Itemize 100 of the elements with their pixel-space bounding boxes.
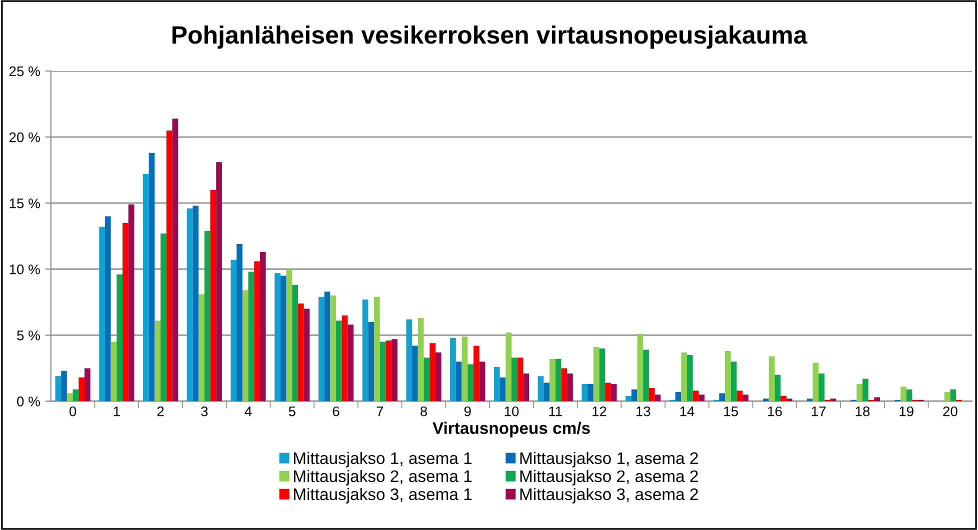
bar — [567, 373, 573, 402]
bar — [462, 336, 468, 402]
bar — [424, 358, 430, 402]
bar — [500, 377, 506, 402]
bar — [818, 373, 824, 402]
bar — [561, 368, 568, 402]
y-tick-label: 10 % — [10, 264, 40, 274]
bar — [128, 204, 134, 402]
bar — [260, 252, 266, 402]
legend-label: Mittausjakso 1, asema 1 — [294, 452, 472, 468]
bar — [780, 396, 786, 402]
x-tick-label: 13 — [636, 406, 650, 416]
bar — [84, 368, 90, 402]
legend-label: Mittausjakso 1, asema 2 — [520, 452, 698, 468]
bar — [154, 320, 161, 402]
bar — [110, 342, 117, 402]
bar — [538, 376, 544, 402]
bar — [582, 384, 588, 402]
bar — [104, 216, 111, 402]
x-tick-label: 6 — [332, 406, 340, 416]
bar — [78, 377, 84, 402]
bar — [418, 318, 424, 402]
x-tick-label: 18 — [856, 406, 870, 416]
bar — [550, 358, 556, 402]
bar — [686, 354, 693, 402]
y-tick-label: 25 % — [9, 66, 40, 76]
bar — [392, 339, 398, 402]
bar — [692, 390, 699, 402]
bar — [900, 386, 906, 402]
bar — [605, 382, 611, 402]
bar — [362, 300, 368, 402]
bar — [186, 208, 193, 402]
bar — [856, 384, 862, 402]
x-tick-label: 7 — [376, 406, 384, 416]
x-tick-label: 3 — [201, 406, 208, 416]
bar — [336, 320, 342, 402]
bar — [812, 362, 819, 402]
bar — [304, 308, 310, 402]
bar — [230, 260, 237, 402]
bar — [435, 352, 442, 402]
legend-label: Mittausjakso 3, asema 1 — [294, 488, 472, 504]
bar — [116, 274, 123, 402]
bar — [456, 362, 462, 402]
bar — [198, 294, 204, 402]
bar — [654, 394, 661, 402]
bar — [450, 338, 456, 402]
x-tick-label: 17 — [812, 406, 826, 416]
bar — [380, 342, 386, 402]
chart-title: Pohjanläheisen vesikerroksen virtausnopeusjakauma — [172, 25, 808, 49]
bar — [216, 162, 222, 402]
bar — [736, 390, 743, 402]
bar — [342, 315, 348, 402]
bar — [412, 346, 418, 402]
bar — [473, 346, 480, 402]
bar — [280, 276, 286, 402]
bar — [468, 364, 474, 402]
bar — [142, 174, 149, 402]
bar — [254, 261, 260, 402]
bar — [386, 340, 392, 402]
bar — [324, 292, 330, 402]
bar — [786, 398, 792, 402]
x-tick-label: 19 — [900, 406, 914, 416]
bar — [730, 362, 737, 402]
bar — [148, 152, 155, 402]
bar — [479, 362, 486, 402]
bar — [274, 273, 280, 402]
y-tick-label: 15 % — [10, 198, 40, 208]
bar — [742, 394, 748, 402]
bar — [593, 347, 600, 402]
bar — [544, 382, 550, 402]
legend-label: Mittausjakso 3, asema 2 — [520, 488, 698, 504]
bar — [166, 130, 172, 402]
bar — [950, 389, 956, 402]
bar — [122, 222, 128, 402]
x-tick-label: 4 — [244, 406, 252, 416]
bar — [555, 358, 562, 402]
bar — [286, 269, 292, 402]
bar — [99, 226, 105, 402]
bar — [210, 190, 216, 402]
x-tick-label: 8 — [420, 406, 428, 416]
bar — [374, 296, 380, 402]
x-tick-label: 5 — [288, 406, 296, 416]
bar — [511, 358, 518, 402]
bar — [906, 389, 912, 402]
bar — [298, 303, 304, 402]
bar — [637, 334, 644, 402]
bar — [236, 244, 242, 402]
y-tick-label: 5 % — [17, 330, 40, 340]
x-tick-label: 14 — [680, 406, 694, 416]
bar — [506, 332, 512, 402]
bar — [599, 348, 606, 402]
bar — [862, 378, 868, 402]
bar — [348, 324, 354, 402]
bar — [517, 358, 524, 402]
bar — [72, 389, 79, 402]
bar — [768, 356, 775, 402]
x-tick-label: 0 — [69, 406, 76, 416]
y-tick-label: 0 % — [17, 396, 40, 406]
legend-label: Mittausjakso 2, asema 1 — [294, 470, 472, 486]
bar — [55, 376, 62, 402]
